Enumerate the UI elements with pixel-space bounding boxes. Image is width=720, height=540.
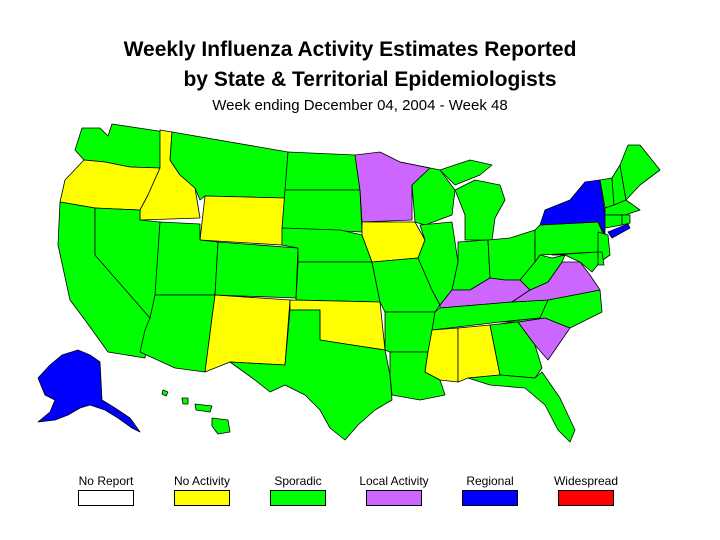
state-delaware [597,251,605,266]
state-texas [229,309,393,441]
state-south-dakota [281,189,363,233]
legend-swatch [462,490,518,506]
legend-swatch [366,490,422,506]
legend-item: Local Activity [354,474,434,506]
legend-label: Widespread [553,474,619,488]
state-hawaii-3 [194,403,213,413]
state-north-dakota [284,151,361,191]
legend-label: Sporadic [274,474,322,488]
legend-item: Regional [450,474,530,506]
state-florida [467,371,576,443]
state-new-york-city [607,223,631,239]
state-hawaii-2 [181,397,189,405]
state-arkansas [384,311,436,353]
legend-item: No Report [66,474,146,506]
state-rhode-island [621,214,631,226]
legend-label: Regional [466,474,514,488]
state-michigan [454,179,506,241]
state-colorado [214,241,299,299]
legend-swatch [270,490,326,506]
legend-item: No Activity [162,474,242,506]
map-subtitle: Week ending December 04, 2004 - Week 48 [212,97,508,114]
legend-item: Widespread [546,474,626,506]
state-alaska [37,349,141,433]
legend-swatch [558,490,614,506]
state-hawaii-1 [161,389,169,397]
legend-label: No Activity [173,474,230,488]
legend-item: Sporadic [258,474,338,506]
map-title-line2: by State & Territorial Epidemiologists [183,68,557,91]
legend-label: No Report [78,474,134,488]
state-wyoming [199,195,286,246]
map-title-line1: Weekly Influenza Activity Estimates Repo… [123,38,577,61]
state-maine [619,144,661,201]
state-new-mexico [204,294,291,373]
state-hawaii-4 [211,417,231,435]
state-kansas [295,261,381,303]
state-connecticut [604,214,623,229]
legend-swatch [78,490,134,506]
state-michigan-up [439,159,493,186]
legend-swatch [174,490,230,506]
state-iowa [361,221,426,263]
legend-label: Local Activity [359,474,429,488]
